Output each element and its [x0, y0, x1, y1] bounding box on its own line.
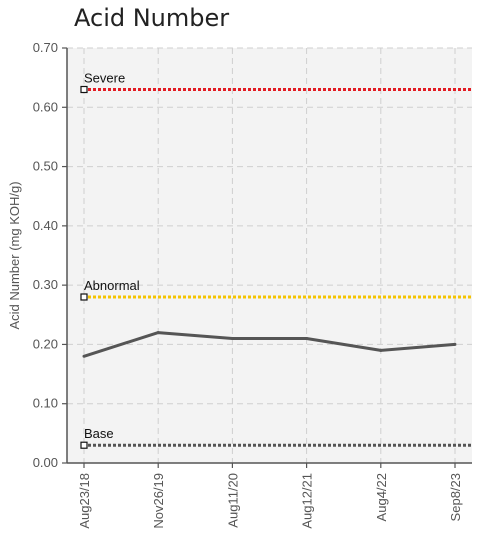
series-line [83, 331, 456, 358]
y-tick-label: 0.20 [33, 336, 58, 351]
data-point [82, 354, 86, 358]
data-point [379, 348, 383, 352]
data-point [305, 337, 309, 340]
y-axis-label: Acid Number (mg KOH/g) [7, 181, 22, 329]
grid-lines [67, 47, 472, 463]
data-point [156, 331, 160, 335]
y-tick-label: 0.30 [33, 277, 58, 292]
x-tick-label: Nov26/19 [151, 473, 166, 529]
x-tick-label: Aug11/20 [225, 473, 240, 528]
data-series [82, 331, 457, 358]
reference-label-abnormal: Abnormal [84, 278, 140, 293]
y-tick-label: 0.70 [33, 40, 58, 55]
reference-marker-base [80, 441, 88, 449]
chart-title: Acid Number [74, 4, 230, 32]
axes [66, 48, 472, 464]
y-tick-label: 0.10 [33, 396, 58, 411]
reference-marker-severe [80, 85, 88, 94]
reference-label-base: Base [84, 426, 114, 441]
data-point [453, 342, 457, 346]
x-tick-label: Aug4/22 [374, 473, 389, 521]
y-tick-label: 0.00 [33, 455, 58, 470]
x-axis-ticks: Aug23/18 Nov26/19 Aug11/20 Aug12/21 Aug4/22 S… [77, 463, 463, 529]
x-tick-label: Aug12/21 [300, 473, 315, 529]
plot-area [67, 48, 472, 463]
x-tick-label: Aug23/18 [77, 473, 92, 529]
y-tick-label: 0.40 [33, 218, 58, 233]
reference-marker-abnormal [80, 293, 88, 301]
reference-label-severe: Severe [84, 71, 125, 86]
data-point [230, 337, 234, 340]
x-tick-label: Sep8/23 [448, 473, 463, 521]
y-axis-ticks: 0.00 0.10 0.20 0.30 0.40 0.50 0.60 0.70 [33, 40, 67, 470]
y-tick-label: 0.60 [33, 99, 58, 114]
reference-lines: Severe Abnormal Base [80, 71, 472, 449]
y-tick-label: 0.50 [33, 159, 58, 174]
